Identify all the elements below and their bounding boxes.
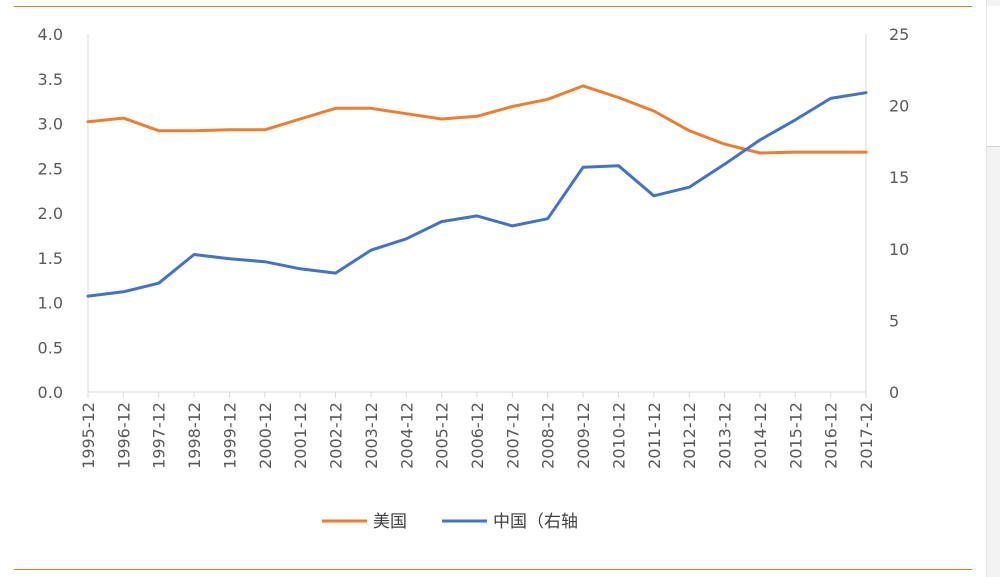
adjacent-panel-notch bbox=[987, 6, 1000, 147]
x-tick-label: 2016-12 bbox=[822, 402, 841, 469]
x-tick-label: 2010-12 bbox=[609, 402, 628, 469]
x-tick-label: 1997-12 bbox=[150, 402, 169, 469]
y-right-tick-label: 10 bbox=[889, 240, 909, 259]
x-tick-label: 1995-12 bbox=[79, 402, 98, 469]
x-tick-label: 2017-12 bbox=[857, 402, 876, 469]
x-tick-label: 2011-12 bbox=[645, 402, 664, 469]
y-left-tick-label: 0.5 bbox=[38, 338, 63, 357]
y-left-tick-label: 0.0 bbox=[38, 383, 63, 402]
legend-label-series-0: 美国 bbox=[373, 512, 407, 532]
y-left-tick-label: 1.0 bbox=[38, 294, 63, 313]
x-tick-label: 1999-12 bbox=[220, 402, 239, 469]
y-right-tick-label: 15 bbox=[889, 168, 909, 187]
y-left-tick-label: 2.5 bbox=[38, 159, 63, 178]
y-left-tick-label: 3.0 bbox=[38, 115, 63, 134]
bottom-border-rule bbox=[14, 569, 972, 570]
x-tick-label: 2014-12 bbox=[751, 402, 770, 469]
y-right-tick-label: 25 bbox=[889, 25, 909, 44]
y-right-tick-label: 20 bbox=[889, 97, 909, 116]
series-line-1 bbox=[86, 91, 868, 298]
chart-axes: 0.0 0.5 1.0 1.5 2.0 2.5 3.0 3.5 4.0 0 5 10 15 20 25 199… bbox=[38, 25, 910, 469]
x-tick-label: 2000-12 bbox=[256, 402, 275, 469]
chart-legend: 美国 中国（右轴 bbox=[322, 512, 578, 532]
x-tick-label: 1996-12 bbox=[114, 402, 133, 469]
x-tick-label: 2004-12 bbox=[397, 402, 416, 469]
y-left-tick-label: 2.0 bbox=[38, 204, 63, 223]
y-left-tick-label: 3.5 bbox=[38, 70, 63, 89]
x-tick-label: 2012-12 bbox=[680, 402, 699, 469]
top-border-rule bbox=[14, 6, 972, 7]
x-tick-label: 2007-12 bbox=[503, 402, 522, 469]
x-tick-label: 2005-12 bbox=[433, 402, 452, 469]
series-line-0 bbox=[86, 84, 868, 155]
x-tick-label: 2008-12 bbox=[539, 402, 558, 469]
x-tick-label: 1998-12 bbox=[185, 402, 204, 469]
x-tick-label: 2003-12 bbox=[362, 402, 381, 469]
adjacent-panel-edge bbox=[986, 0, 1000, 577]
y-right-tick-label: 5 bbox=[889, 311, 899, 330]
y-left-tick-label: 4.0 bbox=[38, 25, 63, 44]
x-tick-label: 2001-12 bbox=[291, 402, 310, 469]
x-tick-label: 2006-12 bbox=[468, 402, 487, 469]
x-tick-label: 2002-12 bbox=[327, 402, 346, 469]
series-layer bbox=[86, 84, 868, 298]
legend-label-series-1: 中国（右轴 bbox=[493, 512, 578, 532]
y-left-tick-label: 1.5 bbox=[38, 249, 63, 268]
y-right-tick-label: 0 bbox=[889, 383, 899, 402]
x-tick-label: 2015-12 bbox=[786, 402, 805, 469]
x-tick-label: 2013-12 bbox=[716, 402, 735, 469]
x-tick-label: 2009-12 bbox=[574, 402, 593, 469]
